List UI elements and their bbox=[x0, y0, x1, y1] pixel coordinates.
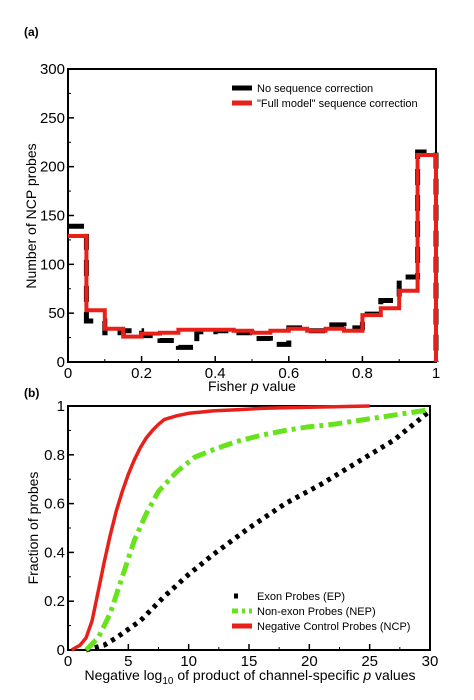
panel-b-y-tick-label: 0.8 bbox=[44, 447, 65, 464]
panel-b-label: (b) bbox=[24, 386, 39, 400]
panel-b-series-ncp bbox=[70, 404, 370, 652]
panel-b-series bbox=[70, 404, 432, 653]
panel-a-y-tick-label: 150 bbox=[40, 208, 65, 225]
panel-b-y-tick-label: 0.2 bbox=[44, 593, 65, 610]
panel-a-x-tick-label: 0.6 bbox=[278, 365, 299, 382]
panel-b-x-tick-label: 20 bbox=[301, 653, 318, 670]
panel-b-y-axis-label: Fraction of probes bbox=[25, 472, 41, 585]
panel-b-y-tick-label: 0.6 bbox=[44, 496, 65, 513]
panel-a-legend-label: "Full model" sequence correction bbox=[257, 98, 418, 110]
panel-a-x-tick-label: 0.8 bbox=[352, 365, 373, 382]
panel-a-y-tick-label: 300 bbox=[40, 61, 65, 78]
panel-a-legend-label: No sequence correction bbox=[257, 83, 373, 95]
panel-a-y-tick-label: 100 bbox=[40, 256, 65, 273]
panel-a-x-label-pre: Fisher bbox=[208, 378, 251, 394]
panel-a-plot-frame bbox=[67, 68, 437, 363]
panel-a-label: (a) bbox=[24, 25, 39, 39]
panel-b-x-label-mid: of product of channel-specific bbox=[173, 667, 363, 683]
panel-a-y-tick-label: 250 bbox=[40, 110, 65, 127]
panel-a-x-label-italic: p bbox=[250, 378, 259, 394]
panel-a-x-label-post: value bbox=[259, 378, 297, 394]
panel-a-x-tick-label: 0.4 bbox=[205, 365, 226, 382]
panel-b-x-label-pre: Negative log bbox=[85, 667, 163, 683]
panel-b-legend-label: Negative Control Probes (NCP) bbox=[257, 621, 410, 633]
panel-a-series-full-model bbox=[68, 152, 438, 362]
panel-b-x-tick-label: 25 bbox=[361, 653, 378, 670]
panel-b-x-tick-label: 5 bbox=[124, 653, 132, 670]
panel-b-legend-label: Exon Probes (EP) bbox=[257, 591, 345, 603]
panel-b-x-label-italic: p bbox=[362, 667, 371, 683]
panel-a-x-tick-label: 0.2 bbox=[131, 365, 152, 382]
panel-a-y-tick-label: 200 bbox=[40, 159, 65, 176]
panel-b-x-axis-label: Negative log10 of product of channel-spe… bbox=[85, 667, 416, 687]
panel-b-y-tick-label: 0 bbox=[57, 642, 65, 659]
panel-b-ticks: 0 5 10 15 20 25 30 0 0.2 0.4 0.6 0.8 1 bbox=[44, 398, 438, 670]
panel-b-legend-label: Non-exon Probes (NEP) bbox=[257, 606, 376, 618]
panel-a-x-tick-label: 1 bbox=[432, 365, 440, 382]
panel-a-x-axis-label: Fisher p value bbox=[208, 378, 296, 394]
panel-a-legend: No sequence correction "Full model" seque… bbox=[232, 83, 418, 110]
panel-b-y-tick-label: 0.4 bbox=[44, 544, 65, 561]
panel-a: (a) 0 0.2 0.4 0.6 0.8 1 0 50 100 150 200 250 300 Num… bbox=[23, 25, 440, 394]
panel-b-legend: Exon Probes (EP) Non-exon Probes (NEP) Neg… bbox=[232, 591, 410, 633]
panel-b-x-tick-label: 10 bbox=[180, 653, 197, 670]
panel-b-x-label-sub: 10 bbox=[162, 676, 174, 687]
panel-b-x-tick-label: 0 bbox=[64, 653, 72, 670]
panel-a-series bbox=[68, 149, 439, 362]
panel-b-x-tick-label: 30 bbox=[422, 653, 439, 670]
panel-a-y-tick-label: 50 bbox=[48, 305, 65, 322]
panel-a-y-axis-label: Number of NCP probes bbox=[23, 143, 39, 288]
panel-b-series-nep bbox=[84, 407, 431, 652]
panel-b: (b) 0 5 10 15 20 25 30 0 0.2 0.4 0.6 0.8 1 Fraction … bbox=[24, 386, 438, 687]
panel-b-x-tick-label: 15 bbox=[241, 653, 258, 670]
panel-b-y-tick-label: 1 bbox=[57, 398, 65, 415]
panel-b-x-label-post: values bbox=[371, 667, 415, 683]
panel-a-x-tick-label: 0 bbox=[64, 365, 72, 382]
panel-a-y-tick-label: 0 bbox=[57, 354, 65, 371]
